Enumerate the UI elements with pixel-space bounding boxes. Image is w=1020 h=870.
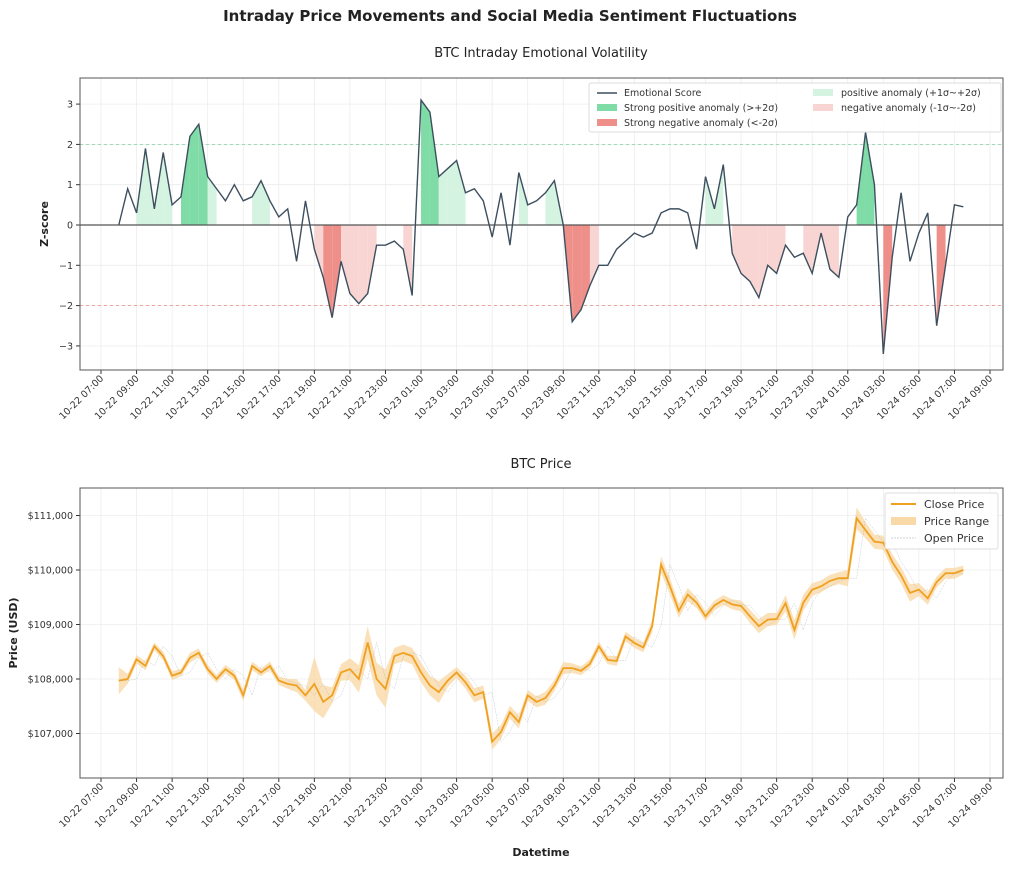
legend-swatch-positive (813, 89, 833, 96)
legend-label: Strong positive anomaly (>+2σ) (624, 103, 778, 114)
legend-swatch-negative (813, 104, 833, 111)
legend-label: negative anomaly (-1σ~-2σ) (841, 103, 976, 114)
top-y-axis-label: Z-score (38, 201, 51, 247)
legend-swatch-price-range (891, 517, 916, 525)
anomaly-fill (421, 100, 430, 225)
bottom-x-axis-label: Datetime (512, 846, 569, 859)
y-tick-label: $110,000 (28, 566, 73, 577)
y-tick-label: $111,000 (28, 511, 73, 522)
bottom-chart-title: BTC Price (510, 457, 571, 472)
anomaly-fill (741, 225, 750, 281)
y-tick-label: −1 (59, 261, 73, 272)
top-chart-title: BTC Intraday Emotional Volatility (434, 46, 648, 61)
price-legend: Close Price Price Range Open Price (885, 493, 998, 549)
y-tick-label: 0 (67, 221, 73, 232)
bottom-y-axis-label: Price (USD) (7, 597, 20, 668)
anomaly-fill (448, 161, 457, 225)
legend-label: Close Price (924, 498, 985, 511)
anomaly-fill (190, 124, 199, 225)
y-tick-label: 1 (67, 180, 73, 191)
anomaly-fill (359, 225, 368, 304)
anomaly-fill (830, 225, 839, 277)
legend-label: Strong negative anomaly (<-2σ) (624, 118, 778, 129)
y-tick-label: −2 (59, 301, 73, 312)
legend-label: Open Price (924, 532, 984, 545)
legend-swatch-strong-positive (597, 104, 617, 111)
y-tick-label: 3 (67, 100, 73, 111)
figure-title: Intraday Price Movements and Social Medi… (223, 7, 797, 25)
y-tick-label: $107,000 (28, 729, 73, 740)
y-tick-label: $109,000 (28, 620, 73, 631)
anomaly-fill (350, 225, 359, 304)
sentiment-legend: Emotional Score Strong positive anomaly … (589, 83, 1001, 132)
anomaly-fill (572, 225, 581, 322)
legend-swatch-strong-negative (597, 119, 617, 126)
y-tick-label: $108,000 (28, 675, 73, 686)
anomaly-fill (439, 169, 448, 225)
legend-label: Emotional Score (624, 88, 702, 99)
y-tick-label: −3 (59, 341, 73, 352)
y-tick-label: 2 (67, 140, 73, 151)
legend-label: Price Range (924, 515, 989, 528)
legend-label: positive anomaly (+1σ~+2σ) (841, 88, 981, 99)
